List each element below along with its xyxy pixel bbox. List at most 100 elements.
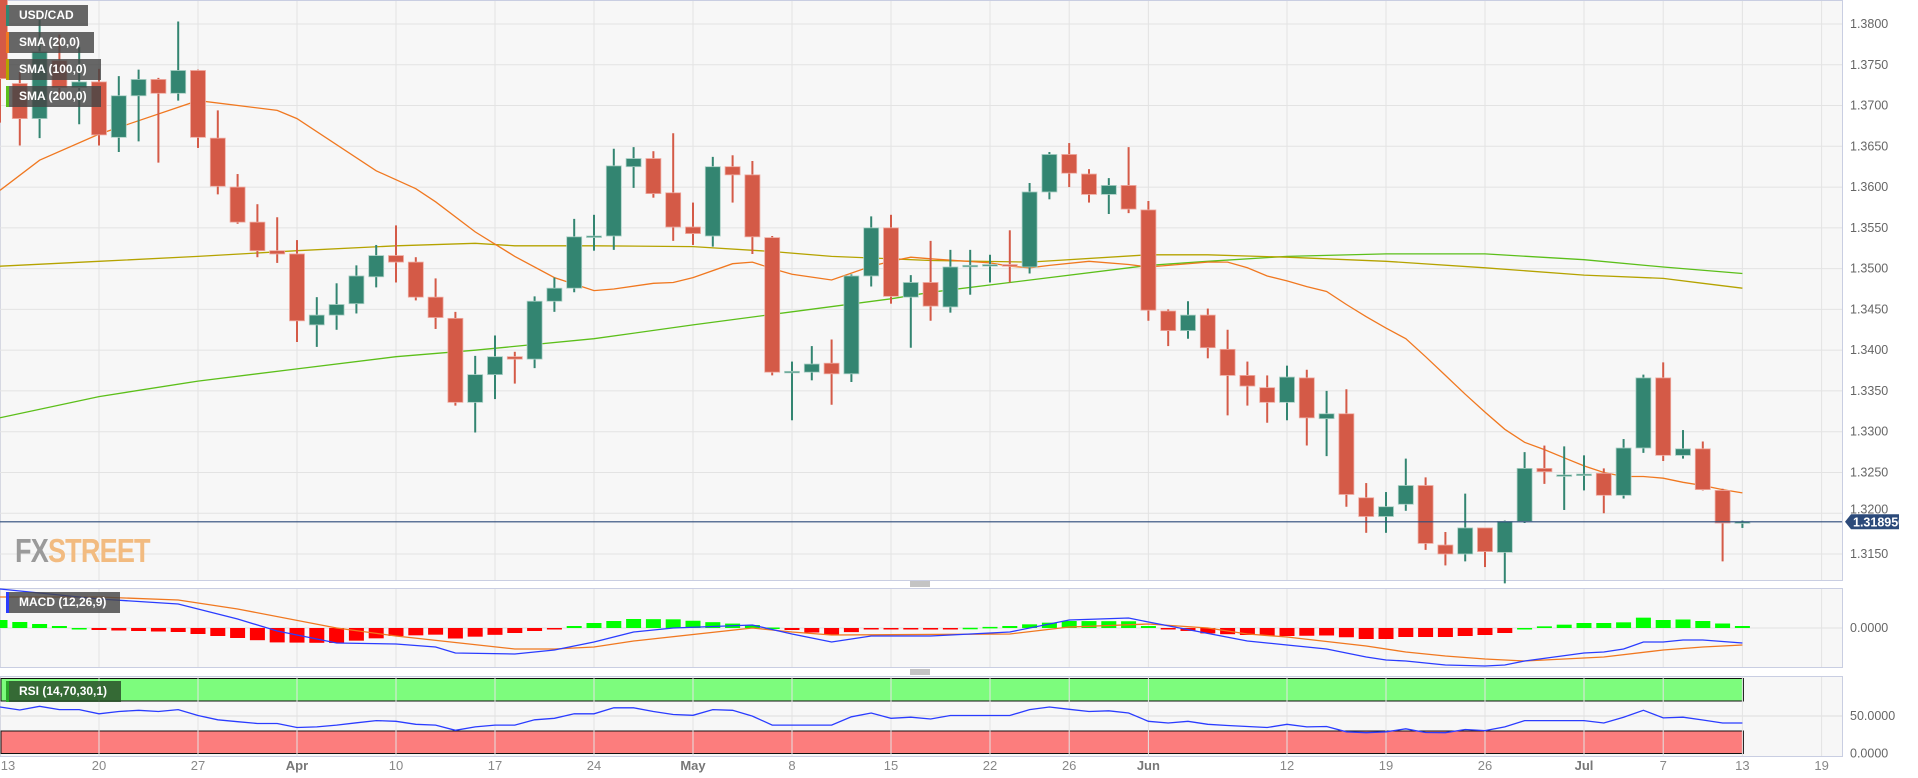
macd-histogram-bar: [131, 628, 147, 631]
macd-histogram-bar: [111, 628, 127, 631]
candle-body: [467, 374, 484, 403]
candle-body: [407, 261, 424, 298]
candle-body: [110, 95, 127, 138]
candle-body: [784, 370, 800, 374]
candle-body: [665, 192, 682, 228]
candle-body: [328, 304, 345, 316]
candle: [645, 151, 662, 198]
macd-histogram-bar: [408, 628, 424, 636]
candle-body: [744, 174, 761, 238]
candle: [368, 244, 385, 288]
candle: [1318, 390, 1335, 457]
macd-histogram-bar: [1259, 628, 1275, 636]
candle: [1556, 446, 1573, 510]
macd-histogram-bar: [71, 628, 87, 630]
legend-sma200[interactable]: SMA (200,0): [6, 86, 101, 107]
candle-body: [1477, 527, 1493, 552]
candle-body: [645, 158, 662, 195]
candle-body: [625, 158, 642, 168]
candle: [1358, 483, 1375, 533]
candle-body: [586, 235, 602, 238]
candle: [1496, 520, 1513, 584]
candle-body: [1259, 387, 1276, 403]
price-tick-label: 1.3450: [1850, 302, 1888, 316]
candle-body: [1556, 474, 1573, 477]
candle-body: [1595, 472, 1612, 496]
candle: [803, 346, 820, 381]
candle-body: [685, 226, 701, 234]
macd-histogram-bar: [1655, 620, 1671, 628]
candle: [1378, 492, 1394, 533]
candle-body: [1140, 209, 1157, 311]
legend-macd[interactable]: MACD (12,26,9): [6, 592, 121, 613]
candle: [586, 214, 602, 251]
macd-histogram-bar: [1002, 626, 1018, 628]
candle-body: [1061, 154, 1078, 174]
candle: [487, 335, 503, 400]
candle-body: [1516, 467, 1533, 522]
legend-rsi[interactable]: RSI (14,70,30,1): [6, 681, 122, 702]
candle: [1675, 430, 1691, 459]
candle-body: [1081, 173, 1097, 195]
legend-sma100[interactable]: SMA (100,0): [6, 59, 101, 80]
macd-histogram-bar: [1140, 626, 1156, 628]
macd-histogram-bar: [1022, 624, 1038, 628]
panel-main: [0, 0, 1843, 581]
rsi-overbought-band: [0, 678, 1744, 702]
macd-histogram-bar: [507, 628, 523, 633]
candle-body: [130, 79, 147, 97]
macd-histogram-bar: [1279, 628, 1295, 636]
macd-tick-label: 0.0000: [1850, 621, 1888, 635]
candle-body: [863, 227, 880, 277]
candle: [150, 77, 167, 163]
macd-histogram-bar: [1596, 623, 1612, 628]
candle: [823, 339, 840, 405]
candle-body: [1576, 473, 1592, 477]
macd-histogram-bar: [150, 628, 166, 632]
candle-body: [526, 300, 543, 360]
macd-histogram-bar: [764, 627, 780, 629]
price-tick-label: 1.3250: [1850, 465, 1888, 479]
macd-histogram-bar: [527, 628, 543, 631]
candle-body: [823, 362, 840, 375]
legend-symbol[interactable]: USD/CAD: [6, 5, 88, 26]
candle-body: [348, 275, 365, 305]
legend-sma20[interactable]: SMA (20,0): [6, 32, 94, 53]
candle-body: [1298, 377, 1315, 419]
candle-body: [1100, 185, 1117, 195]
candle-body: [388, 255, 404, 263]
candle: [764, 236, 781, 376]
macd-histogram-bar: [170, 628, 186, 632]
macd-histogram-bar: [586, 623, 602, 628]
candle: [784, 361, 800, 421]
candle: [388, 225, 404, 283]
macd-histogram-bar: [784, 628, 800, 630]
price-tick-label: 1.3600: [1850, 180, 1888, 194]
price-tick-label: 1.3650: [1850, 139, 1888, 153]
macd-histogram-bar: [230, 628, 246, 638]
candle: [407, 257, 424, 301]
macd-histogram-bar: [190, 628, 206, 634]
candle-body: [1120, 185, 1137, 210]
candle: [605, 148, 622, 250]
candle-body: [843, 275, 860, 375]
time-tick-label: 22: [983, 758, 997, 773]
candle-body: [803, 363, 820, 373]
macd-histogram-bar: [606, 621, 622, 628]
candle: [685, 202, 701, 245]
candle-body: [229, 186, 246, 223]
macd-histogram-bar: [1616, 622, 1632, 628]
candle: [902, 275, 919, 348]
time-tick-label: May: [680, 758, 706, 773]
time-tick-label: 27: [191, 758, 205, 773]
candle-body: [1496, 520, 1513, 553]
candle-body: [1180, 314, 1196, 331]
candle-body: [605, 165, 622, 237]
candle-body: [883, 227, 899, 297]
macd-histogram-bar: [1477, 628, 1493, 635]
macd-histogram-bar: [1338, 628, 1354, 638]
candle: [1160, 309, 1177, 347]
macd-line: [0, 588, 1743, 667]
candle-body: [1199, 314, 1216, 349]
